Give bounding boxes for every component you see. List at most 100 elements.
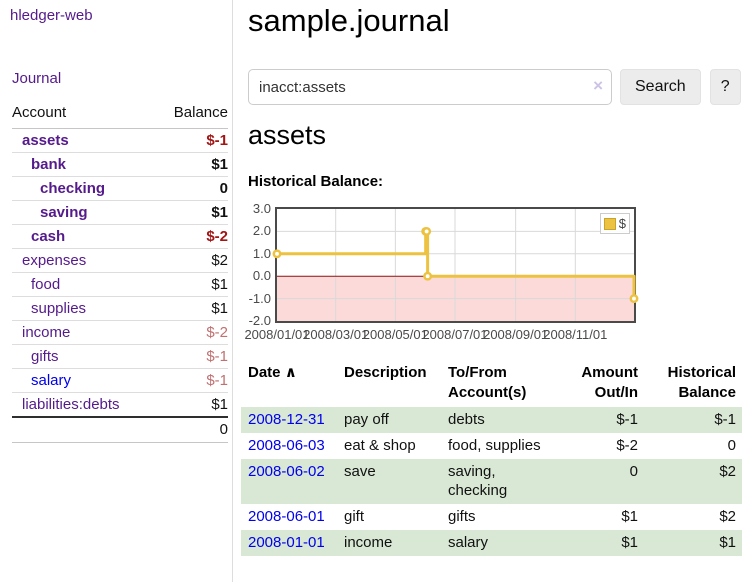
chart-legend: $ xyxy=(599,213,630,234)
account-row: assets $-1 xyxy=(12,128,228,153)
y-axis-tick-label: 0.0 xyxy=(252,268,271,284)
transaction-accounts-cell: debts xyxy=(448,411,485,428)
account-link[interactable]: supplies xyxy=(31,300,87,317)
account-link[interactable]: food xyxy=(31,276,61,293)
transaction-date-link[interactable]: 2008-06-02 xyxy=(248,463,325,480)
clear-search-icon[interactable]: × xyxy=(593,76,603,95)
brand-link[interactable]: hledger-web xyxy=(10,7,93,24)
register-body: 2008-12-31 pay off debts $-1 $-1 2008-06-03 ea… xyxy=(241,407,742,556)
account-cell: supplies xyxy=(12,296,156,321)
accounts-header-row: Account Balance xyxy=(12,101,228,129)
account-link[interactable]: checking xyxy=(40,180,106,197)
register-header-accounts[interactable]: To/From Account(s) xyxy=(448,364,527,401)
account-heading: assets xyxy=(248,120,327,150)
account-link[interactable]: expenses xyxy=(22,252,87,269)
account-balance: $1 xyxy=(155,152,228,177)
transaction-description-cell: pay off xyxy=(344,411,389,428)
account-row: liabilities:debts $1 xyxy=(12,392,228,417)
data-point-marker xyxy=(422,226,432,236)
account-row: checking 0 xyxy=(12,176,228,201)
register-table: Date ∧ Description To/From Account(s) Am… xyxy=(241,361,742,556)
account-link[interactable]: income xyxy=(22,324,71,341)
sidebar: hledger-web Journal Account Balance asse… xyxy=(0,0,233,582)
transaction-amount-cell: $-2 xyxy=(616,437,638,454)
account-balance: $-1 xyxy=(155,368,228,393)
account-balance: $1 xyxy=(155,296,228,321)
account-row: expenses $2 xyxy=(12,248,228,273)
account-cell: salary xyxy=(12,368,156,393)
page-title: sample.journal xyxy=(248,3,450,38)
account-balance: $-2 xyxy=(155,224,228,249)
transaction-amount-cell: $-1 xyxy=(616,411,638,428)
y-axis-tick-label: 3.0 xyxy=(252,201,271,216)
x-axis-tick-label: 2008/05/01 xyxy=(362,327,428,342)
transaction-date-link[interactable]: 2008-01-01 xyxy=(248,534,325,551)
help-button[interactable]: ? xyxy=(709,69,741,105)
account-cell: cash xyxy=(12,224,156,249)
transaction-accounts-cell: salary xyxy=(448,534,489,551)
account-row: supplies $1 xyxy=(12,296,228,321)
legend-label: $ xyxy=(618,216,626,231)
account-cell: gifts xyxy=(12,344,156,369)
register-header-amount[interactable]: Amount Out/In xyxy=(581,364,638,401)
transaction-date-cell: 2008-06-02 xyxy=(241,459,337,504)
sort-ascending-icon: ∧ xyxy=(284,364,297,381)
account-link[interactable]: bank xyxy=(31,156,67,173)
account-link[interactable]: cash xyxy=(31,228,66,245)
transaction-description-cell: save xyxy=(344,463,376,480)
y-axis-tick-label: -1.0 xyxy=(248,290,271,306)
account-balance: $1 xyxy=(155,200,228,225)
accounts-table: Account Balance assets $-1 bank $1 checking 0… xyxy=(12,101,228,443)
account-row: food $1 xyxy=(12,272,228,297)
account-link[interactable]: salary xyxy=(31,372,72,389)
x-axis-tick-label: 2008/09/01 xyxy=(483,327,549,342)
data-point-marker xyxy=(272,249,282,259)
register-header-balance[interactable]: Historical Balance xyxy=(667,364,736,401)
account-row: salary $-1 xyxy=(12,368,228,393)
account-link[interactable]: assets xyxy=(22,132,69,149)
transaction-description-cell: gift xyxy=(344,508,365,525)
transaction-balance-cell: 0 xyxy=(727,437,736,454)
transaction-description-cell: income xyxy=(344,534,393,551)
account-balance: $-1 xyxy=(155,344,228,369)
accounts-header-balance: Balance xyxy=(155,101,228,129)
x-axis-tick-label: 2008/07/01 xyxy=(422,327,488,342)
accounts-header-account: Account xyxy=(12,101,156,129)
transaction-date-cell: 2008-12-31 xyxy=(241,407,337,433)
data-point-marker xyxy=(423,271,433,281)
y-axis-tick-label: 1.0 xyxy=(252,245,271,261)
register-header-row: Date ∧ Description To/From Account(s) Am… xyxy=(241,361,742,407)
account-link[interactable]: liabilities:debts xyxy=(22,396,120,413)
sidebar-item-journal[interactable]: Journal xyxy=(12,70,62,87)
register-header-description[interactable]: Description xyxy=(344,364,427,381)
search-input[interactable] xyxy=(248,69,612,105)
transaction-row: 2008-06-03 eat & shop food, supplies $-2 0 xyxy=(241,433,742,459)
accounts-body: assets $-1 bank $1 checking 0 saving $1 cash $-2 e… xyxy=(12,128,228,417)
accounts-total-row: 0 xyxy=(12,416,228,443)
search-form: × Search ? xyxy=(248,69,741,105)
account-balance: $-2 xyxy=(155,320,228,345)
transaction-date-link[interactable]: 2008-12-31 xyxy=(248,411,325,428)
account-link[interactable]: saving xyxy=(40,204,88,221)
y-axis-tick-label: 2.0 xyxy=(252,223,271,239)
search-button[interactable]: Search xyxy=(620,69,701,105)
account-row: cash $-2 xyxy=(12,224,228,249)
accounts-total-value: 0 xyxy=(155,416,228,443)
account-cell: liabilities:debts xyxy=(12,392,156,417)
legend-swatch-icon xyxy=(603,217,616,230)
account-cell: saving xyxy=(12,200,156,225)
account-balance: 0 xyxy=(155,176,228,201)
transaction-accounts-cell: saving, checking xyxy=(448,463,508,499)
transaction-balance-cell: $2 xyxy=(719,463,736,480)
register-header-date[interactable]: Date ∧ xyxy=(241,361,337,407)
transaction-date-link[interactable]: 2008-06-01 xyxy=(248,508,325,525)
chart-canvas xyxy=(272,209,639,321)
account-cell: food xyxy=(12,272,156,297)
x-axis-tick-label: 2008/03/01 xyxy=(303,327,369,342)
account-row: income $-2 xyxy=(12,320,228,345)
account-link[interactable]: gifts xyxy=(31,348,59,365)
transaction-balance-cell: $-1 xyxy=(714,411,736,428)
x-axis-tick-label: 2008/11/01 xyxy=(543,327,608,342)
transaction-date-link[interactable]: 2008-06-03 xyxy=(248,437,325,454)
data-point-marker xyxy=(629,294,639,304)
